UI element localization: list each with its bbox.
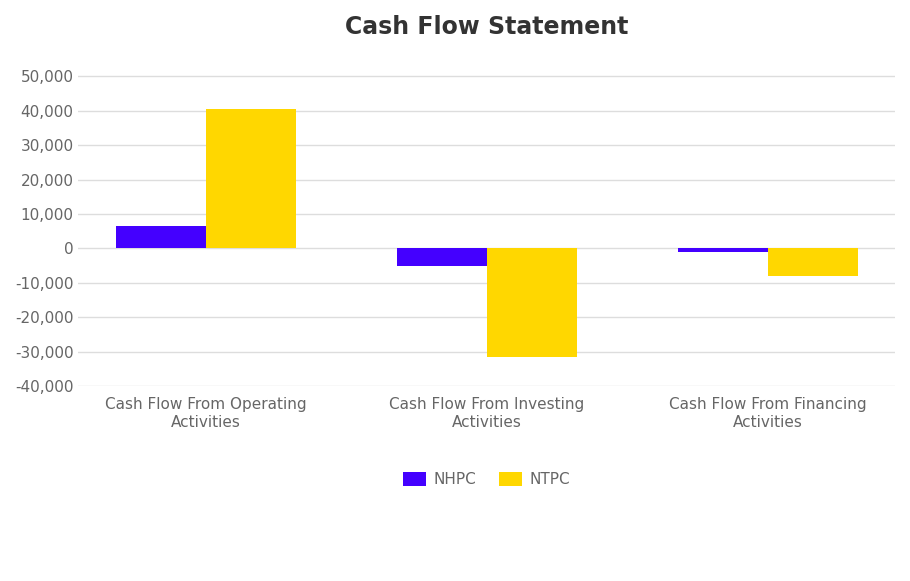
Bar bbox=[678, 249, 768, 252]
Title: Cash Flow Statement: Cash Flow Statement bbox=[345, 15, 629, 39]
Legend: NHPC, NTPC: NHPC, NTPC bbox=[397, 466, 577, 493]
Bar bbox=[487, 249, 577, 357]
Bar bbox=[768, 249, 858, 276]
Bar bbox=[397, 249, 487, 266]
Bar bbox=[206, 109, 296, 249]
Bar bbox=[116, 226, 206, 249]
